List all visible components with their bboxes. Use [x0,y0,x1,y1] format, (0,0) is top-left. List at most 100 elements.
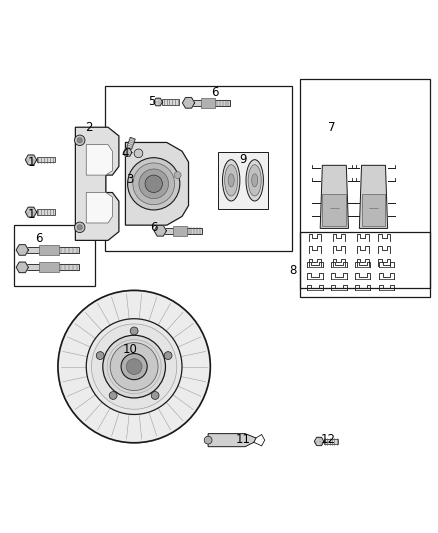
Polygon shape [319,437,324,441]
Circle shape [61,294,207,440]
Polygon shape [37,209,55,215]
Polygon shape [188,100,230,106]
Circle shape [92,324,177,409]
Polygon shape [183,98,194,108]
Polygon shape [158,102,162,106]
Ellipse shape [252,174,258,187]
Circle shape [96,352,104,359]
Text: 4: 4 [122,147,129,160]
Polygon shape [162,99,179,104]
Polygon shape [317,437,321,441]
Circle shape [72,305,196,429]
Polygon shape [25,155,31,160]
Polygon shape [25,207,31,212]
Circle shape [164,352,172,359]
Polygon shape [156,98,160,102]
Text: 8: 8 [290,264,297,277]
Ellipse shape [223,160,240,201]
Polygon shape [314,441,319,446]
Text: 3: 3 [126,173,134,186]
Polygon shape [25,160,31,165]
Bar [218,152,268,208]
Text: 7: 7 [328,121,336,134]
Polygon shape [173,226,187,236]
Polygon shape [361,193,385,226]
Polygon shape [314,437,319,441]
Text: 9: 9 [239,154,247,166]
Circle shape [145,175,162,192]
Text: 2: 2 [85,121,92,134]
Text: 1: 1 [27,156,35,168]
Polygon shape [39,245,59,255]
Circle shape [103,335,166,398]
Ellipse shape [248,165,261,196]
Bar [14,225,95,286]
Text: 12: 12 [320,433,336,446]
Polygon shape [127,152,132,156]
Polygon shape [324,439,338,444]
Polygon shape [320,165,349,229]
Circle shape [86,319,182,415]
Circle shape [174,172,181,179]
Polygon shape [123,149,127,152]
Text: 6: 6 [150,221,158,234]
Polygon shape [39,262,59,272]
Circle shape [151,392,159,399]
Polygon shape [28,212,34,217]
Polygon shape [31,212,37,217]
Polygon shape [37,157,55,163]
Circle shape [133,163,175,205]
Polygon shape [127,138,135,149]
Polygon shape [86,192,113,223]
Polygon shape [158,98,162,102]
Circle shape [110,343,158,391]
Polygon shape [125,152,130,156]
Polygon shape [31,160,37,165]
Polygon shape [16,262,28,273]
Polygon shape [154,98,158,102]
Polygon shape [123,152,127,156]
Polygon shape [127,149,132,152]
Circle shape [127,158,180,210]
Polygon shape [125,149,130,152]
Ellipse shape [225,165,238,196]
Polygon shape [125,142,188,225]
Ellipse shape [246,160,263,201]
Polygon shape [359,165,388,229]
Circle shape [109,392,117,399]
Bar [105,86,292,251]
Circle shape [139,169,169,199]
Text: 6: 6 [211,86,219,99]
Polygon shape [28,160,34,165]
Polygon shape [201,98,215,108]
Polygon shape [317,441,321,446]
Polygon shape [154,102,158,106]
Polygon shape [31,155,37,160]
Circle shape [130,327,138,335]
Ellipse shape [228,174,234,187]
Circle shape [58,290,210,443]
Polygon shape [208,434,256,447]
Polygon shape [25,212,31,217]
Text: 6: 6 [35,232,42,245]
Polygon shape [22,264,79,270]
Polygon shape [28,207,34,212]
Polygon shape [16,245,28,255]
Circle shape [67,299,201,434]
Polygon shape [156,102,160,106]
Polygon shape [22,247,79,253]
Text: 1: 1 [27,208,35,221]
Bar [300,232,430,297]
Polygon shape [86,144,113,175]
Polygon shape [322,193,346,226]
Circle shape [204,436,212,444]
Polygon shape [75,127,119,240]
Text: 5: 5 [148,95,155,108]
Circle shape [126,359,142,375]
Text: 11: 11 [236,433,251,446]
Polygon shape [28,155,34,160]
Circle shape [77,225,82,230]
Polygon shape [154,225,166,236]
Circle shape [58,290,210,443]
Polygon shape [31,207,37,212]
